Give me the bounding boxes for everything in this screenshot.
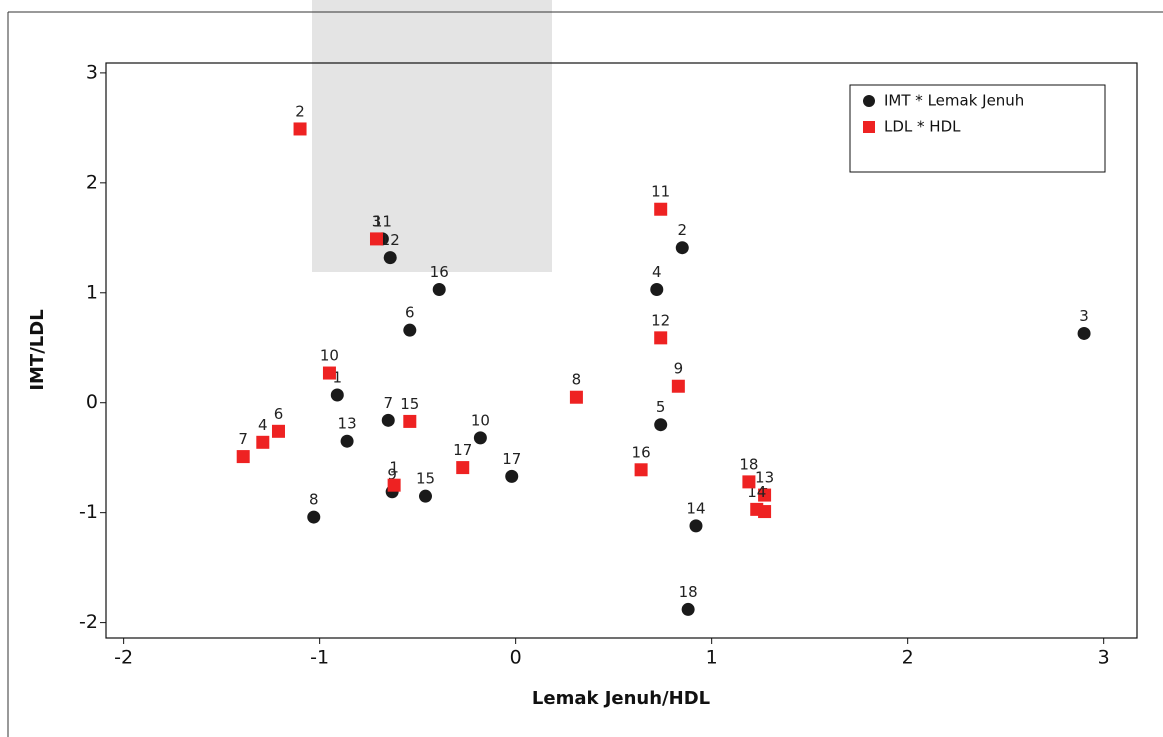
- point-label: 10: [471, 411, 490, 429]
- point: [403, 414, 417, 428]
- x-tick-label: 1: [706, 647, 718, 669]
- point-label: 7: [238, 430, 248, 448]
- point: [432, 282, 446, 296]
- point-label: 9: [387, 465, 397, 483]
- y-tick-label: 1: [86, 281, 98, 303]
- point: [505, 469, 519, 483]
- point-label: 1: [333, 369, 343, 387]
- point-label: 17: [453, 441, 472, 459]
- x-tick-label: 3: [1098, 647, 1110, 669]
- point-label: 18: [679, 583, 698, 601]
- point-label: 1: [389, 459, 399, 477]
- y-tick-label: 2: [86, 171, 98, 193]
- point-label: 2: [677, 221, 687, 239]
- point-label: 9: [674, 360, 684, 378]
- point: [330, 388, 344, 402]
- point: [340, 434, 354, 448]
- point-label: 16: [430, 263, 449, 281]
- point: [758, 488, 772, 502]
- point: [256, 435, 270, 449]
- point-label: 7: [383, 394, 393, 412]
- point-label: 13: [338, 415, 357, 433]
- point: [742, 475, 756, 489]
- point: [750, 502, 764, 516]
- point: [322, 366, 336, 380]
- point: [654, 202, 668, 216]
- legend: [849, 84, 1106, 173]
- x-tick-label: 0: [510, 647, 522, 669]
- legend-label: LDL * HDL: [884, 118, 961, 136]
- point: [654, 418, 668, 432]
- point: [675, 241, 689, 255]
- point: [418, 489, 432, 503]
- point: [671, 379, 685, 393]
- point-label: 12: [651, 311, 670, 329]
- point-label: 11: [651, 183, 670, 201]
- point: [381, 413, 395, 427]
- legend-label: IMT * Lemak Jenuh: [884, 92, 1024, 110]
- point-label: 14: [686, 499, 705, 517]
- point-label: 16: [632, 443, 651, 461]
- point-label: 8: [572, 371, 582, 389]
- point-label: 4: [652, 263, 662, 281]
- point-label: 18: [739, 455, 758, 473]
- point: [456, 461, 470, 475]
- point-label: 15: [416, 470, 435, 488]
- point-label: 6: [274, 405, 284, 423]
- point: [236, 450, 250, 464]
- point: [369, 232, 383, 246]
- y-tick-label: -2: [79, 611, 98, 633]
- point: [654, 331, 668, 345]
- point-label: 10: [320, 347, 339, 365]
- point: [271, 424, 285, 438]
- plot-area: [105, 62, 1138, 639]
- x-tick-label: -1: [310, 647, 329, 669]
- point-label: 12: [381, 231, 400, 249]
- point: [403, 323, 417, 337]
- point: [689, 519, 703, 533]
- point: [569, 390, 583, 404]
- point-label: 15: [400, 395, 419, 413]
- point: [473, 431, 487, 445]
- x-axis-title: Lemak Jenuh/HDL: [532, 688, 710, 709]
- point: [383, 251, 397, 265]
- point: [634, 463, 648, 477]
- point-label: 2: [295, 102, 305, 120]
- point-label: 8: [309, 491, 319, 509]
- point: [681, 602, 695, 616]
- point-label: 4: [258, 416, 268, 434]
- watermark: [312, 0, 552, 272]
- y-tick-label: 0: [86, 391, 98, 413]
- x-tick-label: -2: [114, 647, 133, 669]
- legend-marker: [863, 121, 875, 133]
- x-tick-label: 2: [902, 647, 914, 669]
- y-tick-label: -1: [79, 501, 98, 523]
- point-label: 17: [502, 450, 521, 468]
- y-axis-title: IMT/LDL: [27, 309, 48, 390]
- point-label: 6: [405, 304, 415, 322]
- point: [293, 122, 307, 136]
- point-label: 13: [755, 469, 774, 487]
- point-label: 11: [373, 212, 392, 230]
- point-label: 5: [656, 398, 666, 416]
- point: [650, 282, 664, 296]
- legend-marker: [863, 95, 875, 107]
- point: [387, 478, 401, 492]
- point-label: 3: [372, 212, 382, 230]
- point-label: 3: [1079, 307, 1089, 325]
- y-tick-label: 3: [86, 61, 98, 83]
- point: [1077, 326, 1091, 340]
- point: [307, 510, 321, 524]
